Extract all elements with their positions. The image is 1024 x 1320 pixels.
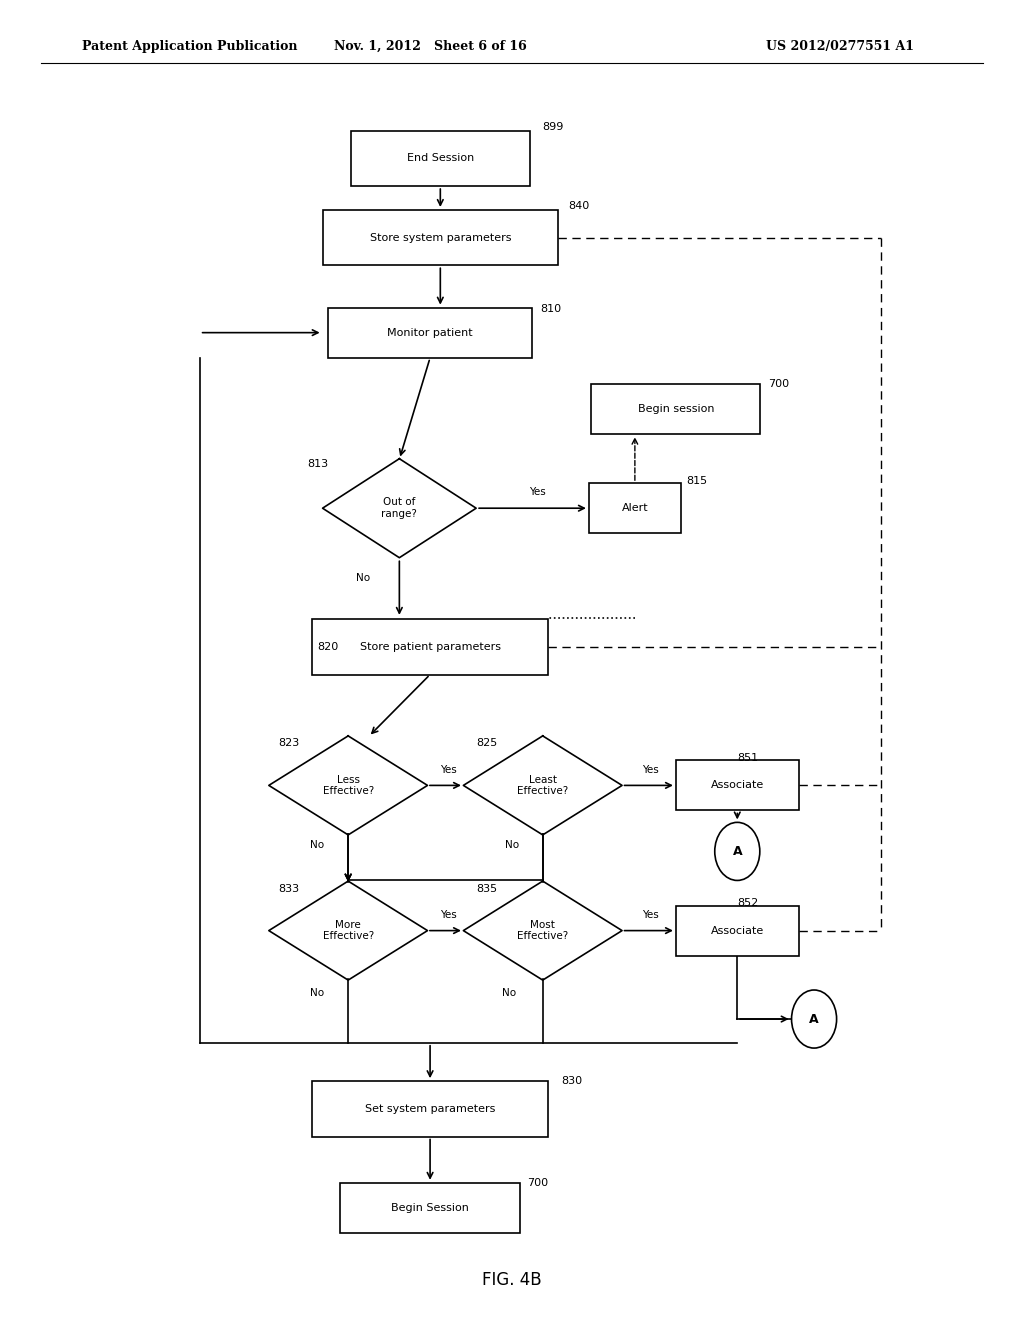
Text: No: No bbox=[310, 987, 325, 998]
Text: No: No bbox=[356, 573, 371, 583]
Text: Patent Application Publication: Patent Application Publication bbox=[82, 40, 297, 53]
FancyBboxPatch shape bbox=[340, 1183, 520, 1233]
FancyBboxPatch shape bbox=[592, 384, 760, 434]
Text: 810: 810 bbox=[541, 304, 562, 314]
Text: US 2012/0277551 A1: US 2012/0277551 A1 bbox=[766, 40, 913, 53]
Text: More
Effective?: More Effective? bbox=[323, 920, 374, 941]
Text: 813: 813 bbox=[307, 458, 329, 469]
Polygon shape bbox=[268, 882, 428, 979]
Text: 700: 700 bbox=[527, 1177, 549, 1188]
Text: Store patient parameters: Store patient parameters bbox=[359, 642, 501, 652]
FancyBboxPatch shape bbox=[676, 760, 799, 810]
Text: 823: 823 bbox=[279, 738, 300, 748]
FancyBboxPatch shape bbox=[350, 131, 530, 186]
FancyBboxPatch shape bbox=[589, 483, 681, 533]
Text: FIG. 4B: FIG. 4B bbox=[482, 1271, 542, 1290]
Text: Most
Effective?: Most Effective? bbox=[517, 920, 568, 941]
FancyBboxPatch shape bbox=[312, 1081, 548, 1137]
Text: Store system parameters: Store system parameters bbox=[370, 232, 511, 243]
Text: 700: 700 bbox=[768, 379, 790, 389]
Text: Least
Effective?: Least Effective? bbox=[517, 775, 568, 796]
FancyBboxPatch shape bbox=[328, 308, 532, 358]
Text: No: No bbox=[505, 840, 519, 850]
Text: Yes: Yes bbox=[529, 487, 546, 498]
Text: Monitor patient: Monitor patient bbox=[387, 327, 473, 338]
Text: 835: 835 bbox=[476, 883, 498, 894]
Text: 830: 830 bbox=[561, 1076, 583, 1086]
Text: 852: 852 bbox=[737, 898, 759, 908]
Text: A: A bbox=[809, 1012, 819, 1026]
Text: No: No bbox=[310, 840, 325, 850]
Text: Yes: Yes bbox=[440, 909, 457, 920]
Polygon shape bbox=[463, 737, 623, 834]
Text: A: A bbox=[732, 845, 742, 858]
Circle shape bbox=[715, 822, 760, 880]
Text: 899: 899 bbox=[543, 121, 564, 132]
Text: Begin Session: Begin Session bbox=[391, 1203, 469, 1213]
Text: Less
Effective?: Less Effective? bbox=[323, 775, 374, 796]
Text: Associate: Associate bbox=[711, 925, 764, 936]
Text: End Session: End Session bbox=[407, 153, 474, 164]
Text: Yes: Yes bbox=[642, 764, 659, 775]
FancyBboxPatch shape bbox=[312, 619, 548, 675]
Text: 833: 833 bbox=[279, 883, 300, 894]
Text: 825: 825 bbox=[476, 738, 498, 748]
FancyBboxPatch shape bbox=[323, 210, 558, 265]
Polygon shape bbox=[323, 459, 476, 557]
Text: 820: 820 bbox=[317, 642, 339, 652]
Text: Alert: Alert bbox=[622, 503, 648, 513]
Text: Set system parameters: Set system parameters bbox=[365, 1104, 496, 1114]
Text: 840: 840 bbox=[568, 201, 590, 211]
Polygon shape bbox=[463, 882, 623, 979]
Text: Yes: Yes bbox=[642, 909, 659, 920]
FancyBboxPatch shape bbox=[676, 906, 799, 956]
Polygon shape bbox=[268, 737, 428, 834]
Text: 815: 815 bbox=[686, 475, 708, 486]
Text: No: No bbox=[502, 987, 516, 998]
Text: Out of
range?: Out of range? bbox=[381, 498, 418, 519]
Text: Nov. 1, 2012   Sheet 6 of 16: Nov. 1, 2012 Sheet 6 of 16 bbox=[334, 40, 526, 53]
Text: Associate: Associate bbox=[711, 780, 764, 791]
Text: 851: 851 bbox=[737, 752, 759, 763]
Circle shape bbox=[792, 990, 837, 1048]
Text: Begin session: Begin session bbox=[638, 404, 714, 414]
Text: Yes: Yes bbox=[440, 764, 457, 775]
